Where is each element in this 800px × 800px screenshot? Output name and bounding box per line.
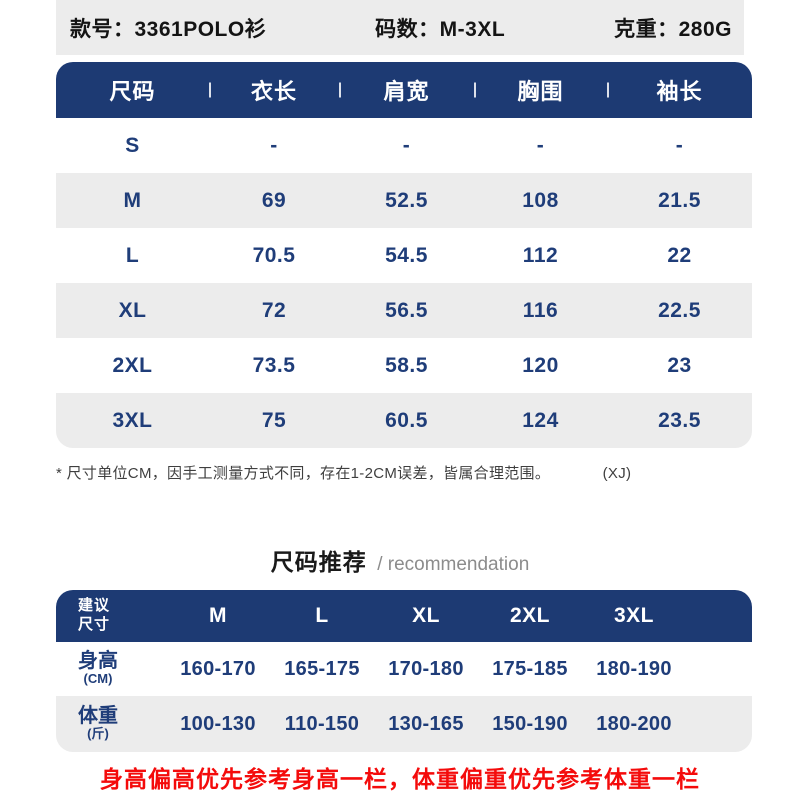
size-label: 3XL — [112, 408, 153, 432]
rec-row-label-cn: 身高 — [78, 649, 118, 672]
size-table: 尺码 衣长 肩宽 胸围 袖长 S - - - - M 69 52.5 108 2… — [56, 62, 752, 448]
shoulder-value: 54.5 — [385, 243, 428, 267]
recommendation-table-header: 建议 尺寸 M L XL 2XL 3XL — [56, 590, 752, 642]
table-row: 3XL 75 60.5 124 23.5 — [56, 393, 752, 448]
top-info-bar: 款号：3361POLO衫 码数：M-3XL 克重：280G — [56, 0, 744, 55]
chest-value: 112 — [522, 243, 559, 267]
header-cell-length: 衣长 — [209, 74, 339, 106]
chest-value: 108 — [522, 188, 559, 212]
rec-row-unit: (CM) — [83, 670, 113, 686]
rec-value: 180-200 — [596, 712, 672, 735]
recommendation-title-en: / recommendation — [377, 554, 530, 575]
table-row: XL 72 56.5 116 22.5 — [56, 283, 752, 338]
size-label: XL — [118, 298, 147, 322]
recommendation-table: 建议 尺寸 M L XL 2XL 3XL 身高 (CM) 160-170 165… — [56, 590, 752, 752]
sleeve-value: 22.5 — [658, 298, 701, 322]
table-row: L 70.5 54.5 112 22 — [56, 228, 752, 283]
size-label: M — [123, 188, 142, 212]
rec-value: 100-130 — [180, 712, 256, 735]
measurement-footnote: * 尺寸单位CM，因手工测量方式不同，存在1-2CM误差，皆属合理范围。 (XJ… — [56, 462, 752, 483]
length-value: - — [270, 133, 278, 157]
sleeve-value: 23 — [667, 353, 692, 377]
sleeve-value: 23.5 — [658, 408, 701, 432]
rec-row-label: 身高 (CM) — [56, 649, 166, 688]
rec-corner-label: 建议 尺寸 — [56, 597, 166, 635]
rec-row-label: 体重 (斤) — [56, 704, 166, 743]
rec-value: 175-185 — [492, 657, 568, 680]
chest-value: 120 — [522, 353, 559, 377]
footnote-code: (XJ) — [602, 465, 632, 482]
rec-value: 180-190 — [596, 657, 672, 680]
rec-corner-line1: 建议 — [78, 597, 111, 615]
rec-col-header-m: M — [209, 604, 227, 627]
rec-value: 160-170 — [180, 657, 256, 680]
sleeve-value: 22 — [667, 243, 692, 267]
size-table-header: 尺码 衣长 肩宽 胸围 袖长 — [56, 62, 752, 118]
sleeve-value: - — [675, 133, 684, 157]
size-label: 2XL — [112, 353, 153, 377]
header-cell-chest: 胸围 — [474, 74, 607, 106]
shoulder-value: 52.5 — [385, 188, 428, 212]
rec-value: 165-175 — [284, 657, 360, 680]
table-row: M 69 52.5 108 21.5 — [56, 173, 752, 228]
size-table-body: S - - - - M 69 52.5 108 21.5 L 70.5 54.5… — [56, 118, 752, 448]
chest-value: 124 — [522, 408, 559, 432]
chest-value: 116 — [522, 298, 559, 322]
rec-col-header-l: L — [315, 604, 329, 627]
sleeve-value: 21.5 — [658, 188, 701, 212]
rec-value: 170-180 — [388, 657, 464, 680]
rec-value: 130-165 — [388, 712, 464, 735]
rec-row-unit: (斤) — [87, 725, 109, 741]
rec-corner-line2: 尺寸 — [78, 616, 111, 633]
length-value: 70.5 — [252, 243, 296, 267]
shoulder-value: 56.5 — [385, 298, 428, 322]
header-cell-sleeve: 袖长 — [607, 74, 752, 106]
rec-col-header-3xl: 3XL — [613, 604, 654, 627]
header-cell-size: 尺码 — [109, 79, 156, 104]
length-value: 73.5 — [252, 353, 296, 377]
rec-col-header-2xl: 2XL — [509, 604, 550, 627]
rec-row-weight: 体重 (斤) 100-130 110-150 130-165 150-190 1… — [56, 696, 752, 752]
rec-value: 110-150 — [284, 712, 360, 735]
rec-row-height: 身高 (CM) 160-170 165-175 170-180 175-185 … — [56, 642, 752, 696]
recommendation-heading: 尺码推荐 / recommendation — [0, 543, 800, 577]
length-value: 69 — [261, 188, 287, 212]
rec-value: 150-190 — [492, 712, 568, 735]
header-cell-shoulder: 肩宽 — [339, 74, 474, 106]
chest-value: - — [536, 133, 545, 157]
style-number-label: 款号：3361POLO衫 — [70, 17, 267, 41]
size-range-label: 码数：M-3XL — [375, 17, 506, 41]
size-label: S — [125, 133, 140, 157]
table-row: S - - - - — [56, 118, 752, 173]
shoulder-value: 58.5 — [385, 353, 428, 377]
rec-col-header-xl: XL — [412, 604, 440, 627]
warning-text: 身高偏高优先参考身高一栏，体重偏重优先参考体重一栏 — [100, 766, 700, 792]
table-row: 2XL 73.5 58.5 120 23 — [56, 338, 752, 393]
shoulder-value: - — [402, 133, 411, 157]
size-label: L — [125, 243, 140, 267]
weight-label: 克重：280G — [614, 17, 732, 41]
rec-row-label-cn: 体重 — [78, 704, 118, 727]
footnote-text: * 尺寸单位CM，因手工测量方式不同，存在1-2CM误差，皆属合理范围。 — [56, 465, 551, 482]
recommendation-table-body: 身高 (CM) 160-170 165-175 170-180 175-185 … — [56, 642, 752, 752]
length-value: 72 — [261, 298, 287, 322]
shoulder-value: 60.5 — [385, 408, 428, 432]
recommendation-title-cn: 尺码推荐 — [270, 549, 367, 575]
length-value: 75 — [261, 408, 287, 432]
